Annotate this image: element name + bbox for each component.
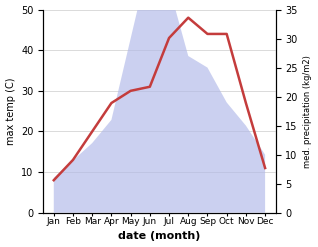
Y-axis label: med. precipitation (kg/m2): med. precipitation (kg/m2) bbox=[303, 55, 313, 167]
Y-axis label: max temp (C): max temp (C) bbox=[5, 77, 16, 145]
X-axis label: date (month): date (month) bbox=[118, 231, 201, 242]
